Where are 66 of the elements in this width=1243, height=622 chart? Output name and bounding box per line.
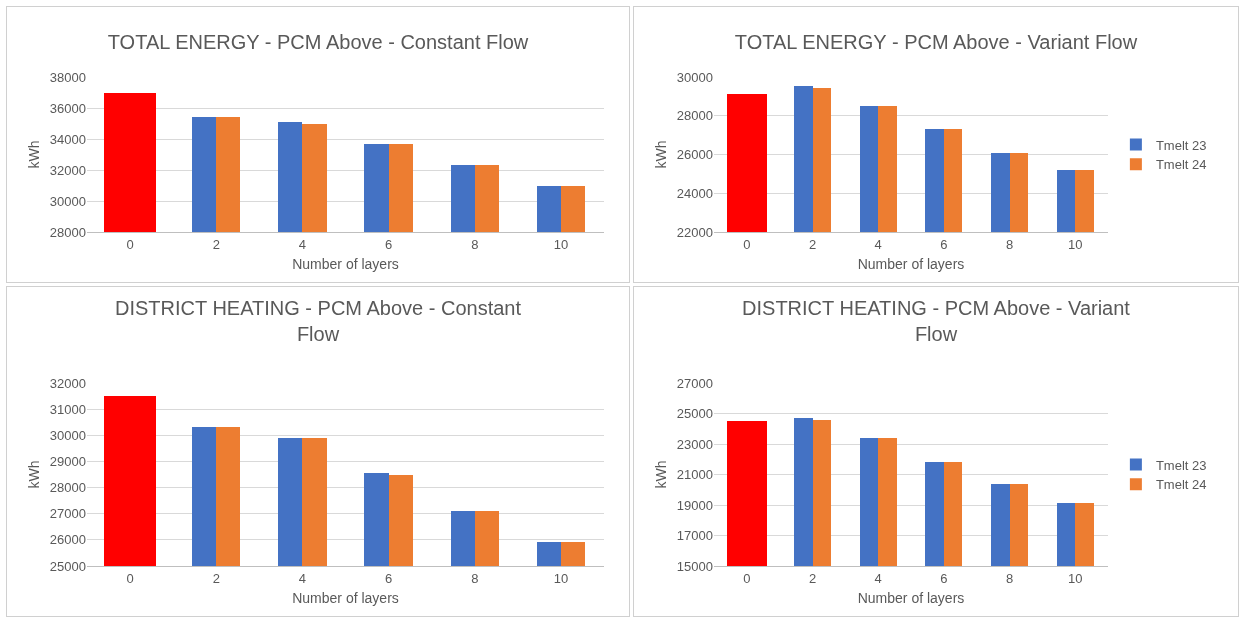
y-tick-label: 26000 xyxy=(676,147,713,163)
y-tick-label: 36000 xyxy=(49,100,86,116)
x-tick-label: 6 xyxy=(940,570,948,586)
x-axis-title: Number of layers xyxy=(292,255,399,272)
y-tick-label: 38000 xyxy=(49,69,86,85)
legend-label: Tmelt 24 xyxy=(1155,477,1207,493)
legend-label: Tmelt 23 xyxy=(1155,137,1207,153)
x-tick-label: 10 xyxy=(553,570,569,586)
x-tick-label: 4 xyxy=(874,570,882,586)
y-tick-label: 32000 xyxy=(49,375,86,391)
y-tick-label: 26000 xyxy=(49,532,86,548)
x-tick-label: 10 xyxy=(1067,236,1083,252)
y-tick-label: 19000 xyxy=(676,497,713,513)
x-tick-label: 10 xyxy=(553,236,569,252)
x-tick-label: 6 xyxy=(384,570,393,586)
y-tick-label: 28000 xyxy=(49,224,86,240)
x-tick-label: 10 xyxy=(1067,570,1083,586)
x-tick-label: 4 xyxy=(298,570,307,586)
y-tick-label: 34000 xyxy=(49,131,86,147)
x-tick-label: 2 xyxy=(212,570,220,586)
y-tick-label: 25000 xyxy=(676,406,713,422)
chart-title: DISTRICT HEATING - PCM Above - Variant Flow xyxy=(742,297,1131,345)
y-tick-label: 15000 xyxy=(676,558,713,574)
x-tick-label: 2 xyxy=(808,570,817,586)
x-tick-label: 6 xyxy=(384,236,393,252)
y-tick-label: 30000 xyxy=(49,193,86,209)
y-tick-label: 21000 xyxy=(676,467,713,483)
x-tick-label: 6 xyxy=(940,236,948,252)
x-tick-label: 0 xyxy=(126,236,134,252)
y-tick-label: 28000 xyxy=(676,108,713,124)
y-tick-label: 22000 xyxy=(676,224,713,240)
y-tick-label: 17000 xyxy=(676,528,713,544)
y-tick-label: 31000 xyxy=(49,401,86,417)
x-tick-label: 0 xyxy=(743,236,751,252)
y-tick-label: 30000 xyxy=(676,69,713,85)
chart-title: TOTAL ENERGY - PCM Above - Constant Flow xyxy=(107,31,529,53)
x-axis-title: Number of layers xyxy=(292,589,399,606)
x-axis-title: Number of layers xyxy=(857,589,965,606)
x-tick-label: 8 xyxy=(1005,236,1014,252)
chart-title: DISTRICT HEATING - PCM Above - Constant Flow xyxy=(114,297,522,345)
x-tick-label: 0 xyxy=(743,570,751,586)
y-tick-label: 30000 xyxy=(49,427,86,443)
x-tick-label: 8 xyxy=(1005,570,1014,586)
y-tick-label: 23000 xyxy=(676,436,713,452)
y-tick-label: 24000 xyxy=(676,185,713,201)
y-axis-title: kWh xyxy=(26,140,43,169)
legend-label: Tmelt 24 xyxy=(1155,157,1207,173)
y-tick-label: 28000 xyxy=(49,480,86,496)
y-tick-label: 27000 xyxy=(49,506,86,522)
y-tick-label: 32000 xyxy=(49,162,86,178)
legend-label: Tmelt 23 xyxy=(1155,457,1207,473)
x-tick-label: 8 xyxy=(471,570,479,586)
y-tick-label: 25000 xyxy=(49,558,86,574)
y-tick-label: 27000 xyxy=(676,375,713,391)
y-axis-title: kWh xyxy=(26,460,43,489)
chart-title: TOTAL ENERGY - PCM Above - Variant Flow xyxy=(734,31,1138,53)
x-tick-label: 2 xyxy=(212,236,220,252)
y-axis-title: kWh xyxy=(653,460,670,489)
x-tick-label: 2 xyxy=(808,236,817,252)
x-tick-label: 0 xyxy=(126,570,134,586)
x-tick-label: 4 xyxy=(298,236,307,252)
y-axis-title: kWh xyxy=(653,140,670,169)
x-tick-label: 8 xyxy=(471,236,479,252)
x-tick-label: 4 xyxy=(874,236,882,252)
y-tick-label: 29000 xyxy=(49,453,86,469)
x-axis-title: Number of layers xyxy=(857,255,965,272)
